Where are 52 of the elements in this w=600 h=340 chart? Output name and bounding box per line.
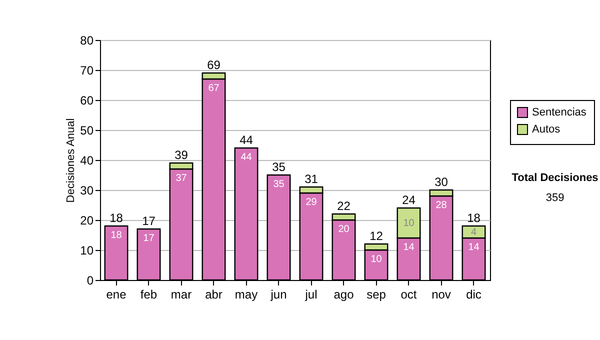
data-label: 28 [436,200,448,211]
y-tick-label: 30 [80,184,94,198]
x-tick-label: sep [366,288,386,302]
total-label: 30 [434,175,448,189]
text: 359 [546,192,564,204]
x-tick-label: mar [170,288,192,302]
total-label: 18 [110,211,124,225]
data-label: 37 [176,173,188,184]
x-tick-label: dic [466,288,482,302]
total-label: 24 [402,193,416,207]
data-label: 14 [468,242,480,253]
data-label: 35 [273,179,285,190]
data-label: 10 [370,254,382,265]
data-label: 20 [338,224,350,235]
data-label: 14 [403,242,415,253]
y-tick-label: 10 [80,244,94,258]
total-label: 17 [142,214,156,228]
total-label: 22 [337,199,351,213]
data-label: 17 [143,233,155,244]
x-tick-label: ene [106,288,127,302]
x-tick-label: jun [270,288,287,302]
total-label: 35 [272,160,286,174]
y-tick-label: 70 [80,64,94,78]
data-label: 18 [110,230,122,241]
x-tick-label: abr [205,288,222,302]
y-tick-label: 40 [80,154,94,168]
legend-label: Autos [532,124,561,136]
x-tick-label: nov [432,288,451,302]
x-tick-label: ago [334,288,354,302]
legend-label: Sentencias [532,106,587,118]
y-tick-label: 80 [80,34,94,48]
y-axis-title: Decisiones Anual [65,118,78,203]
data-label: 67 [208,83,220,94]
total-label: 44 [240,133,254,147]
y-tick-label: 50 [80,124,94,138]
data-label: 29 [306,197,318,208]
data-label: 44 [240,152,252,163]
x-tick-label: jul [304,288,318,302]
y-tick-label: 60 [80,94,94,108]
total-label: 69 [207,58,221,72]
x-tick-label: oct [400,288,418,302]
total-label: 12 [370,229,384,243]
y-tick-label: 20 [80,214,94,228]
total-label: 31 [304,172,318,186]
x-tick-label: may [234,288,258,302]
text: Total Decisiones [512,172,598,184]
y-tick-label: 0 [86,274,94,288]
data-label: 10 [403,218,415,229]
data-label: 4 [470,227,477,238]
total-label: 39 [174,148,188,162]
x-tick-label: feb [140,288,158,302]
total-label: 18 [467,211,481,225]
